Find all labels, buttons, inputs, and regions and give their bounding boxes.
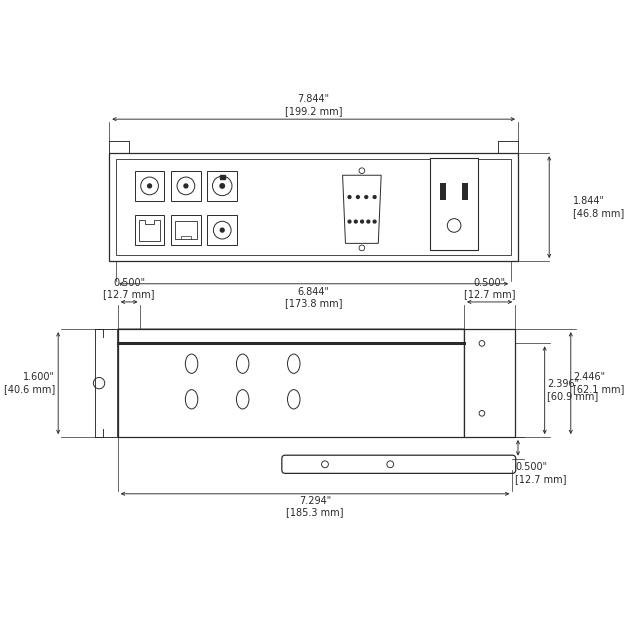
Bar	[175, 221, 197, 239]
Bar	[207, 215, 237, 245]
Polygon shape	[343, 175, 381, 243]
FancyBboxPatch shape	[282, 455, 516, 473]
Ellipse shape	[185, 354, 198, 374]
Text: 2.396"
[60.9 mm]: 2.396" [60.9 mm]	[547, 379, 598, 401]
Circle shape	[373, 220, 376, 223]
Bar	[440, 183, 446, 200]
Circle shape	[367, 220, 370, 223]
FancyBboxPatch shape	[118, 329, 464, 437]
Ellipse shape	[185, 389, 198, 409]
Bar	[207, 171, 237, 201]
Text: 7.294"
[185.3 mm]: 7.294" [185.3 mm]	[286, 496, 344, 517]
Circle shape	[183, 183, 188, 188]
Circle shape	[360, 220, 364, 223]
Ellipse shape	[236, 354, 249, 374]
Bar	[116, 159, 511, 255]
Circle shape	[373, 196, 376, 198]
Bar	[118, 329, 464, 437]
Bar	[109, 153, 518, 261]
Bar	[462, 183, 468, 200]
Circle shape	[365, 196, 368, 198]
Text: 7.844"
[199.2 mm]: 7.844" [199.2 mm]	[285, 94, 342, 116]
Bar	[464, 329, 515, 437]
Circle shape	[219, 183, 225, 189]
Ellipse shape	[287, 389, 300, 409]
Text: 1.600"
[40.6 mm]: 1.600" [40.6 mm]	[4, 372, 55, 394]
Text: 6.844"
[173.8 mm]: 6.844" [173.8 mm]	[285, 287, 342, 308]
Text: 1.844"
[46.8 mm]: 1.844" [46.8 mm]	[573, 197, 624, 218]
Circle shape	[348, 220, 351, 223]
Text: 0.500"
[12.7 mm]: 0.500" [12.7 mm]	[515, 462, 566, 484]
Text: 0.500"
[12.7 mm]: 0.500" [12.7 mm]	[103, 278, 155, 299]
Circle shape	[220, 227, 225, 233]
Bar	[171, 171, 201, 201]
Ellipse shape	[287, 354, 300, 374]
Bar	[220, 175, 224, 179]
Text: 2.446"
[62.1 mm]: 2.446" [62.1 mm]	[573, 372, 624, 394]
Bar	[135, 215, 164, 245]
Circle shape	[147, 183, 152, 188]
Bar	[430, 158, 478, 250]
Bar	[181, 236, 192, 239]
Circle shape	[357, 196, 359, 198]
Polygon shape	[139, 220, 161, 241]
Circle shape	[355, 220, 357, 223]
Bar	[171, 215, 201, 245]
Ellipse shape	[236, 389, 249, 409]
Circle shape	[348, 196, 351, 198]
Bar	[135, 171, 164, 201]
Text: 0.500"
[12.7 mm]: 0.500" [12.7 mm]	[464, 278, 515, 299]
